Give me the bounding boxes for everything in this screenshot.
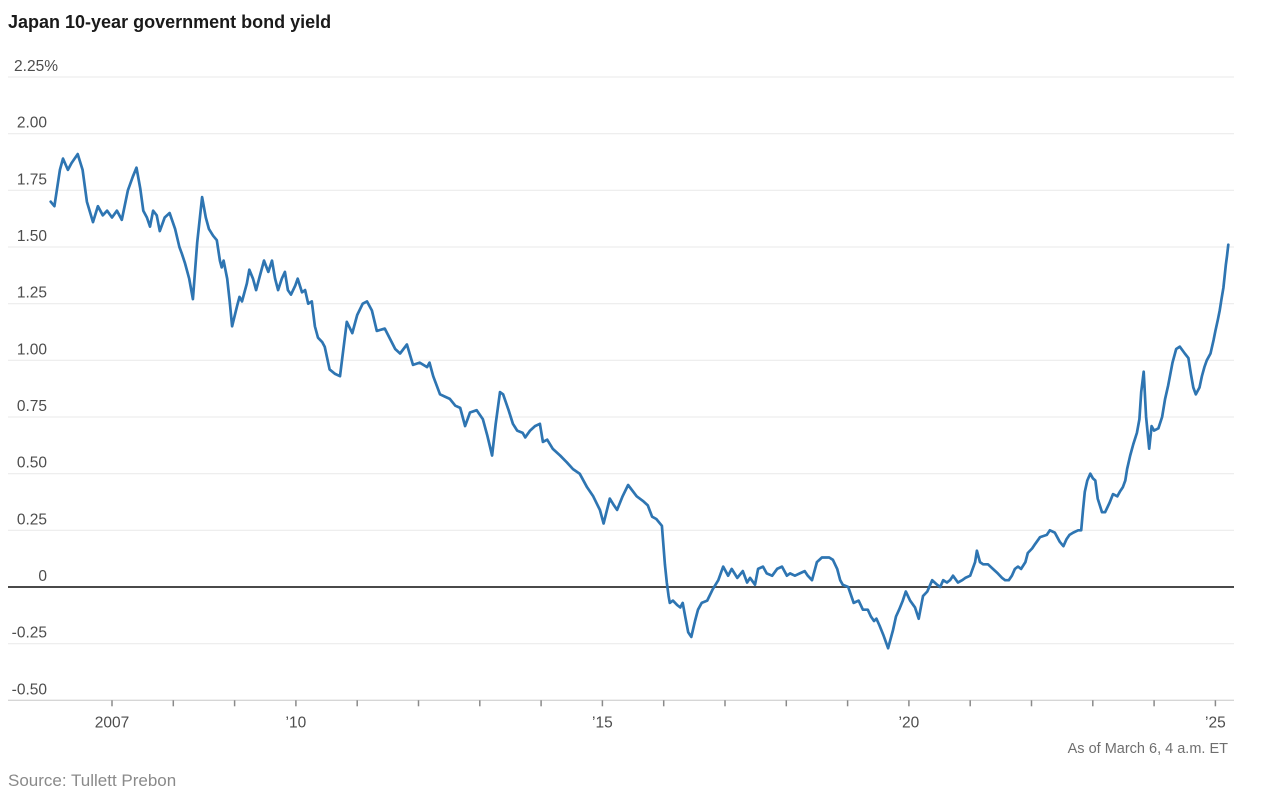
y-axis-tick-label: 0.25 bbox=[17, 511, 47, 528]
y-axis-tick-label: 1.25 bbox=[17, 285, 47, 302]
yield-series-line bbox=[49, 152, 1230, 650]
source-attribution: Source: Tullett Prebon bbox=[8, 771, 177, 790]
y-axis-tick-label: 0.75 bbox=[17, 398, 47, 415]
y-axis-tick-label: 1.75 bbox=[17, 171, 47, 188]
y-axis-tick-label: 1.50 bbox=[17, 228, 48, 245]
y-axis-tick-label: -0.50 bbox=[12, 681, 48, 698]
y-axis-tick-label: 2.00 bbox=[17, 115, 48, 132]
x-axis-tick-label: ’15 bbox=[592, 714, 613, 731]
x-axis-tick-label: ’10 bbox=[286, 714, 307, 731]
chart-title: Japan 10-year government bond yield bbox=[8, 12, 332, 32]
y-axis-tick-label: 1.00 bbox=[17, 341, 48, 358]
y-axis-tick-label: 0 bbox=[38, 568, 47, 585]
y-axis-tick-label: -0.25 bbox=[12, 625, 47, 642]
y-axis-tick-label: 2.25% bbox=[14, 58, 58, 75]
y-axis-tick-label: 0.50 bbox=[17, 455, 48, 472]
x-axis-tick-label: ’20 bbox=[899, 714, 920, 731]
x-axis-tick-label: 2007 bbox=[95, 714, 129, 731]
x-axis-tick-label: ’25 bbox=[1205, 714, 1226, 731]
as-of-timestamp: As of March 6, 4 a.m. ET bbox=[1067, 741, 1228, 757]
